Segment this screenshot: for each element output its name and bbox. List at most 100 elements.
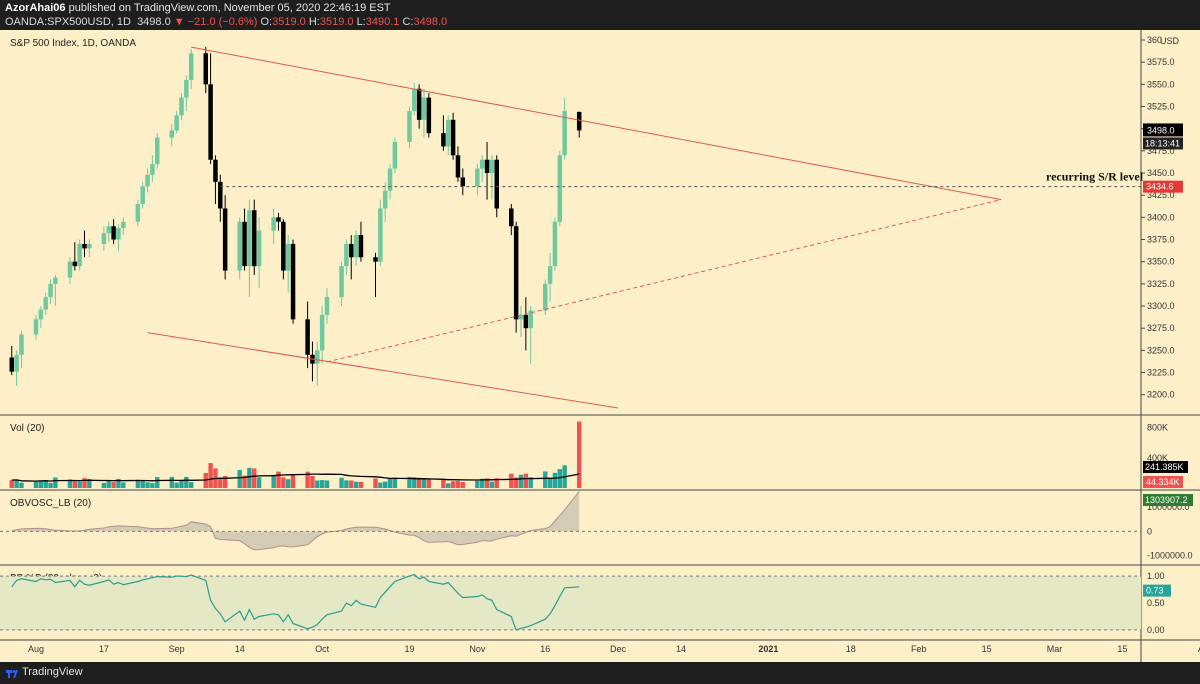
bb-last-tag-label: 0.73 <box>1146 586 1164 596</box>
open-value: 3519.0 <box>272 16 306 28</box>
time-axis-label: 17 <box>99 644 109 654</box>
price-tick-label: 3550.0 <box>1147 79 1175 89</box>
candle-body <box>484 159 490 174</box>
volume-bar <box>19 482 24 488</box>
candle-body <box>339 266 344 298</box>
volume-bar <box>305 471 310 488</box>
candle-body <box>475 168 480 187</box>
volume-bar <box>106 480 111 488</box>
volume-bar <box>247 467 252 488</box>
price-change: ▼ −21.0 (−0.6%) <box>173 16 258 28</box>
candle-body <box>271 217 276 231</box>
bb-tick-label: 1.00 <box>1147 571 1165 581</box>
bb-tick-label: 0.50 <box>1147 598 1165 608</box>
volume-bar <box>358 481 364 488</box>
price-tick-label: 3275.0 <box>1147 323 1175 333</box>
close-value: 3498.0 <box>413 16 448 28</box>
volume-bar <box>276 471 281 488</box>
candle-body <box>378 208 383 262</box>
volume-bar <box>349 480 354 488</box>
candle-body <box>290 243 296 320</box>
obv-tick-label: 1000000.0 <box>1147 502 1190 512</box>
volume-last-tag-label: 44.334K <box>1146 477 1180 487</box>
sr-level-annotation: recurring S/R level <box>1046 170 1144 184</box>
candle-body <box>426 97 432 134</box>
candle-body <box>72 261 78 267</box>
obv-tick-label: 0 <box>1147 526 1152 536</box>
candle-body <box>324 297 330 315</box>
candle-body <box>67 261 73 278</box>
volume-bar <box>518 474 524 488</box>
price-tick-label: 3475.0 <box>1147 146 1175 156</box>
volume-bar <box>256 477 262 488</box>
obv-last-tag <box>1143 494 1193 506</box>
price-tick-label: 3375.0 <box>1147 235 1175 245</box>
last-price: 3498.0 <box>137 16 171 28</box>
ohlc-line: OANDA:SPX500USD, 1D 3498.0 ▼ −21.0 (−0.6… <box>5 16 447 28</box>
time-axis-label: 14 <box>235 644 245 654</box>
price-tick-label: 3350.0 <box>1147 257 1175 267</box>
time-axis-label: Dec <box>610 644 627 654</box>
volume-bar <box>53 477 58 488</box>
candle-body <box>121 221 126 228</box>
volume-bar <box>290 474 296 488</box>
candle-body <box>101 233 107 244</box>
volume-bar <box>271 474 276 488</box>
volume-bar <box>101 482 107 488</box>
volume-bar <box>184 476 189 488</box>
candle-body <box>48 283 53 298</box>
main-pane-title: S&P 500 Index, 1D, OANDA <box>10 38 136 49</box>
candle-body <box>373 257 378 262</box>
candle-body <box>82 243 87 249</box>
volume-bar <box>484 478 490 488</box>
volume-bar <box>353 481 359 488</box>
volume-bar <box>189 482 194 488</box>
volume-bar <box>426 479 432 488</box>
time-axis-label: Sep <box>169 644 185 654</box>
candle-body <box>9 357 14 372</box>
author-name[interactable]: AzorAhai06 <box>5 2 66 14</box>
price-tick-label: 3525.0 <box>1147 102 1175 112</box>
footer-brand[interactable]: TradingView <box>22 666 83 678</box>
volume-bar <box>392 477 398 488</box>
candle-body <box>213 159 218 182</box>
candle-body <box>247 210 252 267</box>
volume-bar <box>155 477 160 488</box>
candle-body <box>33 319 39 335</box>
candle-body <box>208 84 213 160</box>
candle-body <box>106 226 111 234</box>
volume-bar <box>494 478 499 488</box>
chart-area[interactable]: S&P 500 Index, 1D, OANDA Vol (20) OBVOSC_L… <box>0 30 1200 662</box>
candle-body <box>116 227 121 240</box>
volume-bar <box>387 478 393 488</box>
candle-body <box>218 181 223 209</box>
candle-body <box>528 310 533 329</box>
symbol-label: OANDA:SPX500USD, 1D <box>5 16 131 28</box>
candle-body <box>450 119 456 156</box>
volume-bar <box>116 478 121 488</box>
price-tick-label: 3450.0 <box>1147 168 1175 178</box>
candle-body <box>412 88 417 111</box>
volume-bar <box>169 476 174 488</box>
currency-label: USD <box>1160 36 1180 46</box>
price-tick-label: 360 <box>1147 35 1162 45</box>
candle-body <box>489 159 495 174</box>
candle-body <box>281 221 286 271</box>
candle-body <box>179 97 184 116</box>
volume-bar <box>38 480 44 488</box>
volume-bar <box>145 482 150 488</box>
sr-price-tag-label: 3434.6 <box>1146 182 1174 192</box>
obv-tick-label: -1000000.0 <box>1147 551 1193 561</box>
volume-bar <box>416 477 422 488</box>
candle-body <box>53 277 58 284</box>
time-axis-label: 15 <box>1117 644 1127 654</box>
trendline <box>147 332 619 409</box>
volume-bar <box>208 463 213 488</box>
candle-body <box>319 314 325 351</box>
candle-body <box>441 133 446 147</box>
volume-bar <box>281 477 286 488</box>
price-tick-label: 3250.0 <box>1147 345 1175 355</box>
candle-body <box>509 208 514 227</box>
candle-body <box>518 314 524 320</box>
time-axis-label: Nov <box>469 644 486 654</box>
